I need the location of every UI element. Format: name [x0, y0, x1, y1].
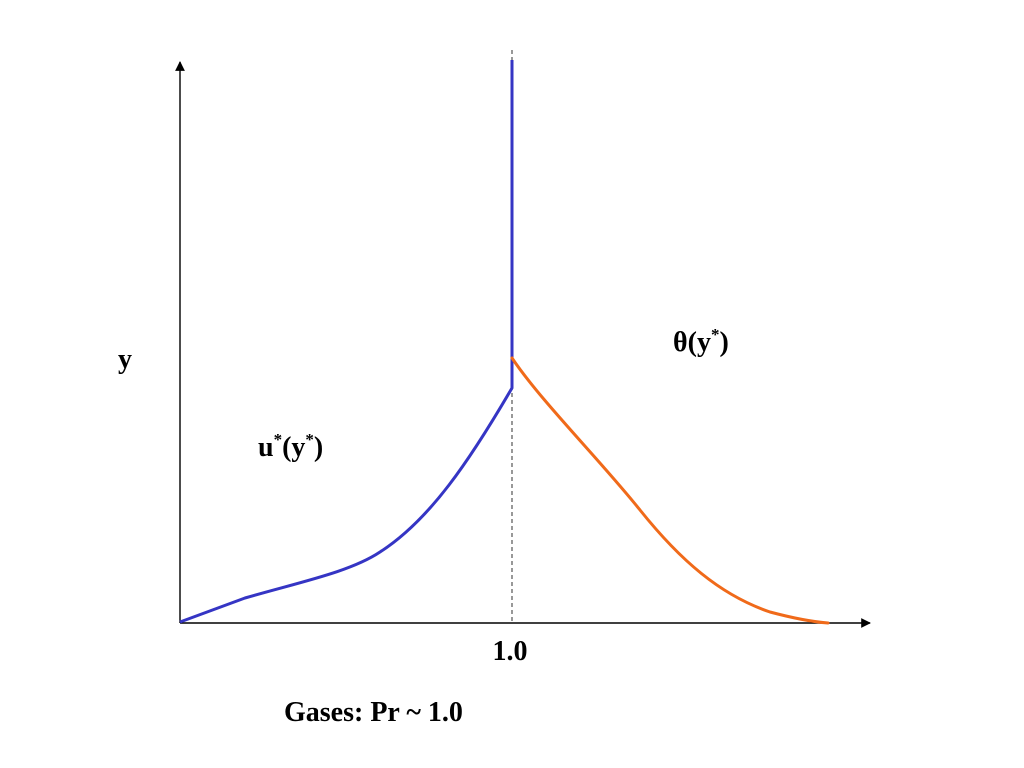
y-axis-label: y — [118, 344, 132, 375]
velocity-profile-curve — [179, 60, 514, 624]
temperature-profile-curve — [510, 356, 830, 625]
velocity-label: u*(y*) — [258, 430, 323, 463]
temperature-label: θ(y*) — [673, 325, 729, 358]
caption: Gases: Pr ~ 1.0 — [284, 697, 463, 728]
x-tick-label: 1.0 — [493, 636, 528, 667]
